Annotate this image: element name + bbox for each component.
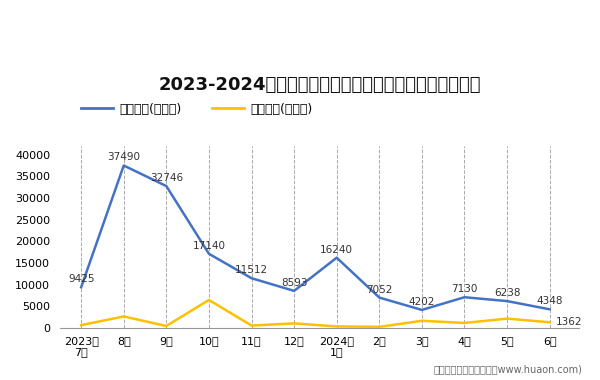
Text: 7052: 7052: [366, 285, 392, 294]
Text: 32746: 32746: [150, 173, 183, 183]
Legend: 出口总额(万美元), 进口总额(万美元): 出口总额(万美元), 进口总额(万美元): [76, 98, 317, 120]
Text: 4202: 4202: [409, 297, 435, 307]
Text: 4348: 4348: [536, 296, 563, 306]
Text: 9425: 9425: [68, 274, 94, 284]
Title: 2023-2024年西藏自治区商品收发货人所在地进、出口额: 2023-2024年西藏自治区商品收发货人所在地进、出口额: [158, 76, 481, 94]
Text: 37490: 37490: [107, 152, 140, 163]
Text: 6238: 6238: [494, 288, 520, 298]
Text: 制图：华经产业研究院（www.huaon.com): 制图：华经产业研究院（www.huaon.com): [433, 364, 582, 374]
Text: 1362: 1362: [556, 317, 583, 327]
Text: 16240: 16240: [320, 245, 353, 255]
Text: 7130: 7130: [451, 284, 478, 294]
Text: 17140: 17140: [193, 241, 226, 251]
Text: 8593: 8593: [281, 278, 307, 288]
Text: 11512: 11512: [235, 265, 268, 275]
